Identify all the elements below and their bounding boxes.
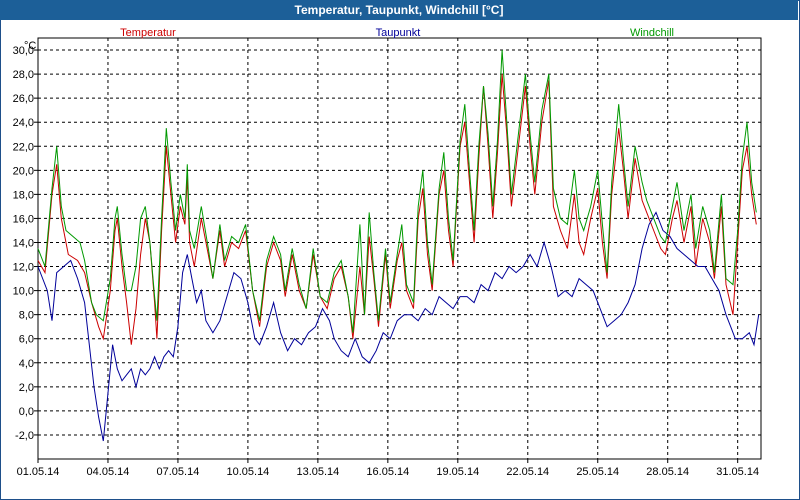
x-tick-label: 19.05.14 <box>436 466 479 478</box>
y-tick-label: 30,0 <box>13 45 34 57</box>
y-tick-label: 22,0 <box>13 141 34 153</box>
plot-area <box>37 37 762 460</box>
x-tick-label: 28.05.14 <box>646 466 689 478</box>
legend-item-temperatur: Temperatur <box>120 27 176 39</box>
x-tick-label: 10.05.14 <box>226 466 269 478</box>
y-tick-label: -2,0 <box>15 430 34 442</box>
series-lines <box>37 49 760 442</box>
y-tick-label: 8,0 <box>19 310 34 322</box>
y-tick-label: 14,0 <box>13 237 34 249</box>
x-tick-label: 31.05.14 <box>716 466 759 478</box>
x-tick-label: 07.05.14 <box>157 466 200 478</box>
series-line-windchill <box>37 49 757 333</box>
y-tick-label: 20,0 <box>13 165 34 177</box>
series-line-temperatur <box>37 74 757 345</box>
y-tick-label: 16,0 <box>13 213 34 225</box>
series-line-taupunkt <box>37 211 760 442</box>
y-tick-label: 10,0 <box>13 286 34 298</box>
y-tick-label: 28,0 <box>13 69 34 81</box>
x-tick-label: 04.05.14 <box>87 466 130 478</box>
y-tick-label: 26,0 <box>13 93 34 105</box>
x-axis: 01.05.14 04.05.14 07.05.14 10.05.14 13.05.14… <box>17 459 759 478</box>
y-tick-label: 6,0 <box>19 334 34 346</box>
x-tick-label: 22.05.14 <box>506 466 549 478</box>
y-tick-label: 0,0 <box>19 406 34 418</box>
legend: Temperatur Taupunkt Windchill <box>120 27 674 39</box>
x-tick-label: 13.05.14 <box>296 466 339 478</box>
x-tick-label: 01.05.14 <box>17 466 60 478</box>
y-tick-label: 18,0 <box>13 189 34 201</box>
y-tick-label: 12,0 <box>13 262 34 274</box>
y-axis-unit: °C <box>24 40 36 52</box>
legend-item-windchill: Windchill <box>630 27 674 39</box>
window-title: Temperatur, Taupunkt, Windchill [°C] <box>0 0 798 20</box>
x-tick-label: 16.05.14 <box>366 466 409 478</box>
y-tick-label: 2,0 <box>19 382 34 394</box>
x-tick-label: 25.05.14 <box>576 466 619 478</box>
legend-item-taupunkt: Taupunkt <box>376 27 421 39</box>
y-tick-label: 4,0 <box>19 358 34 370</box>
y-axis: -2,0 0,0 2,0 4,0 6,0 8,0 10,0 12,0 14,0 16,0 18,0 2… <box>13 45 38 442</box>
y-tick-label: 24,0 <box>13 117 34 129</box>
